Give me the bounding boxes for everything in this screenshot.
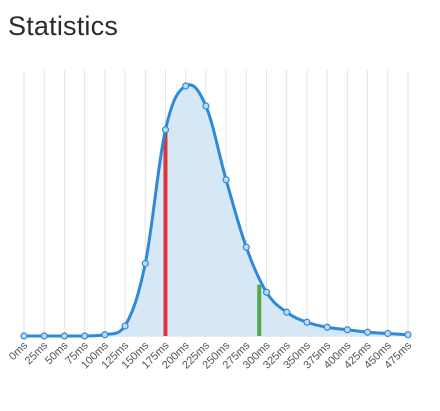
data-point[interactable] (242, 243, 250, 251)
data-point[interactable] (121, 322, 129, 330)
x-axis-tick-labels: 0ms25ms50ms75ms100ms125ms150ms175ms200ms… (7, 339, 415, 371)
data-point[interactable] (60, 332, 69, 340)
data-point[interactable] (20, 332, 28, 340)
data-point[interactable] (182, 82, 190, 90)
data-point[interactable] (40, 332, 48, 340)
data-point[interactable] (161, 126, 170, 134)
data-point[interactable] (283, 308, 291, 316)
data-point[interactable] (363, 328, 372, 336)
page-title: Statistics (8, 11, 119, 41)
data-point[interactable] (81, 332, 89, 340)
data-point[interactable] (141, 259, 149, 268)
data-point[interactable] (303, 318, 311, 326)
data-point[interactable] (343, 326, 351, 334)
data-point[interactable] (404, 331, 412, 339)
data-point[interactable] (262, 288, 271, 296)
data-point[interactable] (101, 331, 109, 339)
data-point[interactable] (202, 102, 210, 110)
distribution-area (24, 84, 408, 337)
data-point[interactable] (222, 176, 230, 184)
data-point[interactable] (384, 329, 392, 338)
data-points (20, 82, 412, 340)
distribution-line (24, 83, 409, 338)
percentile-markers (163, 129, 262, 336)
data-point[interactable] (323, 323, 331, 331)
